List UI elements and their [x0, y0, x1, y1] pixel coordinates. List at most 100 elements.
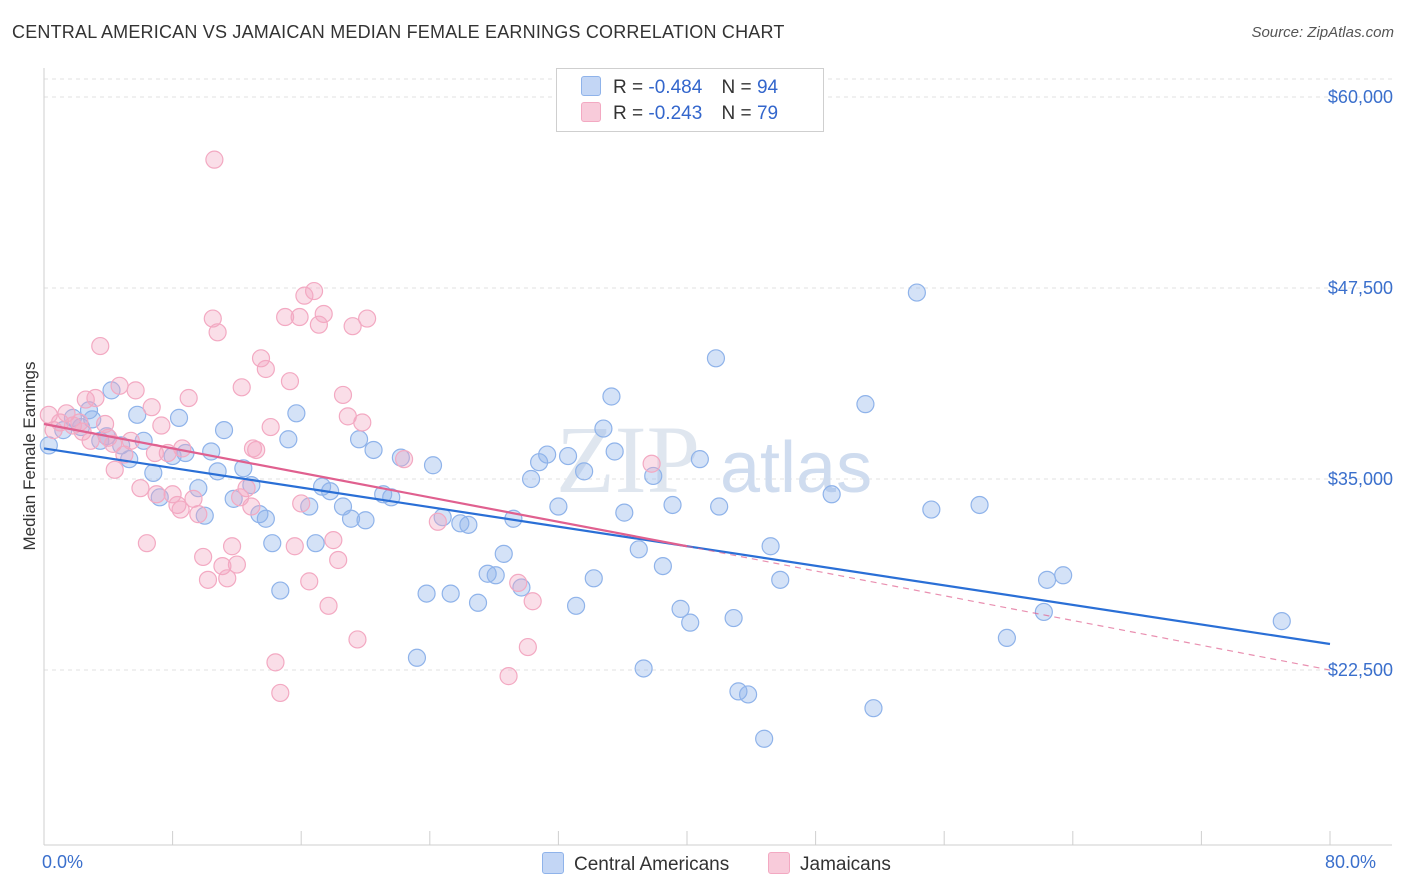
central-american-point	[263, 534, 282, 553]
central-american-point	[605, 442, 624, 461]
central-american-point	[864, 699, 883, 718]
central-american-point	[521, 469, 541, 489]
y-tick-label: $47,500	[1327, 278, 1393, 298]
jamaican-point	[171, 500, 190, 519]
central-american-point	[494, 544, 513, 563]
jamaican-point	[280, 372, 300, 391]
jamaican-point	[218, 569, 237, 588]
central-american-point	[195, 506, 214, 525]
jamaican-point	[304, 281, 324, 301]
jamaican-point	[314, 304, 333, 324]
central-americans-points	[39, 283, 1291, 748]
central-american-point	[602, 387, 621, 406]
jamaican-point	[95, 414, 115, 434]
central-american-point	[271, 581, 290, 600]
legend-row-jamaicans: R = -0.243 N = 79	[581, 102, 778, 126]
jamaican-point	[243, 439, 263, 458]
jamaicans-trend-line	[43, 422, 688, 548]
central-american-point	[997, 628, 1016, 648]
jamaican-point	[300, 572, 319, 591]
central-american-point	[407, 648, 427, 667]
jamaican-point	[295, 286, 314, 305]
legend-row-central-americans: R = -0.484 N = 94	[581, 76, 778, 100]
chart-title: CENTRAL AMERICAN VS JAMAICAN MEDIAN FEMA…	[12, 22, 785, 42]
jamaican-point	[91, 336, 110, 356]
jamaican-point	[104, 434, 123, 453]
central-american-point	[558, 446, 578, 466]
central-american-point	[594, 419, 613, 438]
central-american-point	[341, 509, 361, 528]
central-american-point	[710, 497, 729, 516]
y-tick-label: $60,000	[1327, 87, 1393, 107]
central-american-point	[287, 404, 306, 423]
legend-r-label: R =	[613, 103, 644, 124]
central-american-point	[459, 515, 478, 534]
watermark-atlas: atlas	[720, 428, 872, 508]
jamaican-point	[292, 494, 311, 513]
jamaican-point	[290, 307, 309, 327]
central-american-point	[486, 566, 505, 585]
jamaican-point	[222, 537, 242, 556]
central-american-point	[356, 511, 375, 530]
legend-n-value: 79	[756, 103, 779, 124]
central-american-point	[761, 537, 780, 556]
central-american-point	[208, 462, 227, 481]
x-tick-label-max: 80.0%	[1325, 852, 1377, 872]
bottom-legend-central-americans: Central Americans	[542, 852, 729, 876]
jamaican-point	[499, 667, 518, 686]
jamaican-point	[198, 570, 218, 589]
jamaican-point	[329, 550, 348, 570]
central-american-point	[39, 436, 58, 455]
jamaican-point	[428, 512, 447, 531]
central-american-point	[234, 459, 253, 478]
central-american-point	[724, 608, 743, 628]
legend-box: R = -0.484 N = 94 R = -0.243 N = 79	[556, 68, 824, 132]
central-american-point	[663, 495, 682, 515]
grid-lines	[44, 78, 1392, 671]
jamaican-point	[642, 454, 661, 473]
central-american-point	[256, 509, 275, 528]
jamaican-point	[227, 555, 246, 574]
y-axis-label: Median Female Earnings	[20, 361, 39, 551]
central-american-point	[349, 430, 369, 449]
central-american-point	[856, 395, 875, 414]
central-american-point	[1037, 570, 1057, 589]
x-tick-label-min: 0.0%	[42, 852, 84, 872]
central-american-point	[653, 556, 672, 576]
jamaican-point	[194, 547, 213, 567]
jamaican-point	[137, 534, 156, 553]
central-american-point	[706, 349, 726, 368]
jamaican-point	[324, 531, 343, 550]
legend-swatch-jamaicans	[581, 102, 601, 122]
jamaican-point	[152, 416, 171, 435]
bottom-legend-swatch-central-americans	[542, 852, 564, 874]
central-american-point	[306, 534, 325, 553]
bottom-legend-jamaicans: Jamaicans	[768, 852, 891, 876]
central-american-point	[922, 500, 941, 519]
central-american-point	[549, 497, 568, 516]
central-american-point	[690, 450, 709, 469]
jamaicans-trend-extrapolation	[686, 545, 1331, 671]
jamaican-point	[251, 349, 271, 368]
central-american-point	[634, 659, 653, 678]
central-american-point	[755, 729, 774, 748]
central-american-point	[1272, 612, 1291, 631]
central-american-point	[364, 440, 383, 460]
jamaican-point	[147, 485, 166, 504]
central-american-point	[1034, 602, 1053, 622]
jamaican-point	[394, 450, 414, 469]
central-american-point	[224, 489, 243, 508]
jamaican-point	[266, 653, 285, 672]
central-american-point	[214, 421, 234, 440]
legend-n-label: N =	[721, 77, 752, 98]
jamaican-point	[232, 378, 251, 397]
bottom-legend-swatch-jamaicans	[768, 852, 790, 874]
jamaican-point	[319, 596, 338, 615]
jamaican-point	[358, 309, 377, 328]
legend-n-value: 94	[756, 77, 779, 98]
jamaican-point	[348, 630, 367, 649]
legend-swatch-central-americans	[581, 76, 601, 96]
central-american-point	[538, 445, 557, 464]
central-american-point	[681, 613, 700, 632]
central-american-point	[771, 570, 790, 589]
